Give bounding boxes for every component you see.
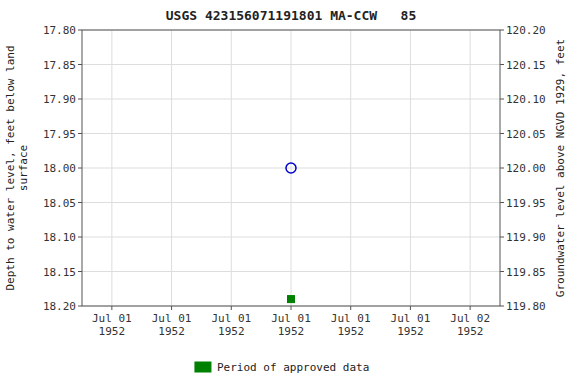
- tick-label: Jul 011952: [92, 312, 132, 338]
- title: USGS 423156071191801 MA-CCW 85: [166, 8, 416, 23]
- text-line: Groundwater level above NGVD 1929, feet: [554, 39, 567, 297]
- grid-line: [470, 30, 471, 306]
- tick-mark: [500, 99, 504, 100]
- tick-mark: [78, 202, 82, 203]
- tick-mark: [231, 306, 232, 310]
- tick-label: 17.90: [43, 93, 76, 106]
- plot-area: [82, 30, 500, 306]
- text-line: Depth to water level, feet below land: [4, 45, 17, 290]
- text-line: 1952: [278, 325, 305, 338]
- tick-label: 119.90: [506, 231, 546, 244]
- tick-label: 120.15: [506, 59, 546, 72]
- tick-mark: [470, 306, 471, 310]
- grid-line: [171, 30, 172, 306]
- text-line: Jul 01: [331, 312, 371, 325]
- grid-line: [231, 30, 232, 306]
- y-axis: 17.80 17.85 17.90 17.95 18.00 18.05 18.10 18.15…: [43, 24, 82, 313]
- series: [288, 296, 295, 303]
- chart: 17.80 17.85 17.90 17.95 18.00 18.05 18.10 18.15…: [0, 0, 576, 384]
- text-line: Jul 01: [391, 312, 431, 325]
- tick-mark: [78, 30, 82, 31]
- x-axis: Jul 011952Jul 011952Jul 011952Jul 011952…: [92, 306, 490, 338]
- tick-label: 18.05: [43, 197, 76, 210]
- text-line: 1952: [99, 325, 126, 338]
- tick-label: 18.15: [43, 266, 76, 279]
- text-line: 1952: [158, 325, 185, 338]
- tick-label: Jul 011952: [391, 312, 431, 338]
- tick-mark: [500, 133, 504, 134]
- grid: [82, 30, 500, 306]
- text-line: Jul 01: [271, 312, 311, 325]
- tick-label: 120.10: [506, 93, 546, 106]
- grid-line: [111, 30, 112, 306]
- tick-mark: [500, 306, 504, 307]
- tick-label: Jul 011952: [211, 312, 251, 338]
- tick-label: Jul 021952: [450, 312, 490, 338]
- tick-mark: [78, 64, 82, 65]
- tick-label: 18.00: [43, 162, 76, 175]
- y2-axis: 119.80 119.85 119.90 119.95 120.00 120.05 120.…: [500, 24, 546, 313]
- tick-mark: [78, 271, 82, 272]
- series: [286, 163, 296, 173]
- marks: [286, 163, 296, 303]
- tick-label: 18.10: [43, 231, 76, 244]
- legend: Period of approved data: [195, 361, 369, 374]
- grid-line: [350, 30, 351, 306]
- y2-axis-label: Groundwater level above NGVD 1929, feet: [554, 39, 567, 297]
- text-line: 1952: [457, 325, 484, 338]
- tick-label: 18.20: [43, 300, 76, 313]
- tick-mark: [500, 64, 504, 65]
- tick-label: 120.05: [506, 128, 546, 141]
- text-line: 1952: [337, 325, 364, 338]
- point: [288, 296, 295, 303]
- tick-label: Jul 011952: [331, 312, 371, 338]
- text-line: 1952: [218, 325, 245, 338]
- tick-label: 119.80: [506, 300, 546, 313]
- tick-mark: [78, 237, 82, 238]
- text-line: 1952: [397, 325, 424, 338]
- text-line: Jul 01: [152, 312, 192, 325]
- tick-mark: [500, 271, 504, 272]
- tick-label: 119.95: [506, 197, 546, 210]
- tick-mark: [111, 306, 112, 310]
- tick-label: 119.85: [506, 266, 546, 279]
- tick-label: 120.20: [506, 24, 546, 37]
- text-line: surface: [17, 145, 30, 191]
- tick-mark: [500, 30, 504, 31]
- tick-mark: [500, 202, 504, 203]
- grid-line: [291, 30, 292, 306]
- tick-label: 17.95: [43, 128, 76, 141]
- plot-frame: [82, 30, 500, 306]
- tick-label: Jul 011952: [152, 312, 192, 338]
- tick-mark: [78, 306, 82, 307]
- y-axis-label: Depth to water level, feet below landsur…: [4, 45, 30, 290]
- y2-label-group: Groundwater level above NGVD 1929, feet: [554, 39, 567, 297]
- text-line: Jul 02: [450, 312, 490, 325]
- tick-mark: [350, 306, 351, 310]
- tick-mark: [171, 306, 172, 310]
- tick-mark: [78, 99, 82, 100]
- point: [286, 163, 296, 173]
- tick-label: 120.00: [506, 162, 546, 175]
- legend-swatch: [195, 362, 211, 372]
- tick-mark: [500, 237, 504, 238]
- text-line: Jul 01: [92, 312, 132, 325]
- tick-label: 17.80: [43, 24, 76, 37]
- tick-label: 17.85: [43, 59, 76, 72]
- tick-label: Jul 011952: [271, 312, 311, 338]
- tick-mark: [78, 168, 82, 169]
- grid-line: [410, 30, 411, 306]
- text-line: Jul 01: [211, 312, 251, 325]
- tick-mark: [78, 133, 82, 134]
- tick-mark: [500, 168, 504, 169]
- y-label-group: Depth to water level, feet below landsur…: [4, 45, 30, 290]
- tick-mark: [291, 306, 292, 310]
- tick-mark: [410, 306, 411, 310]
- legend-label: Period of approved data: [217, 361, 369, 374]
